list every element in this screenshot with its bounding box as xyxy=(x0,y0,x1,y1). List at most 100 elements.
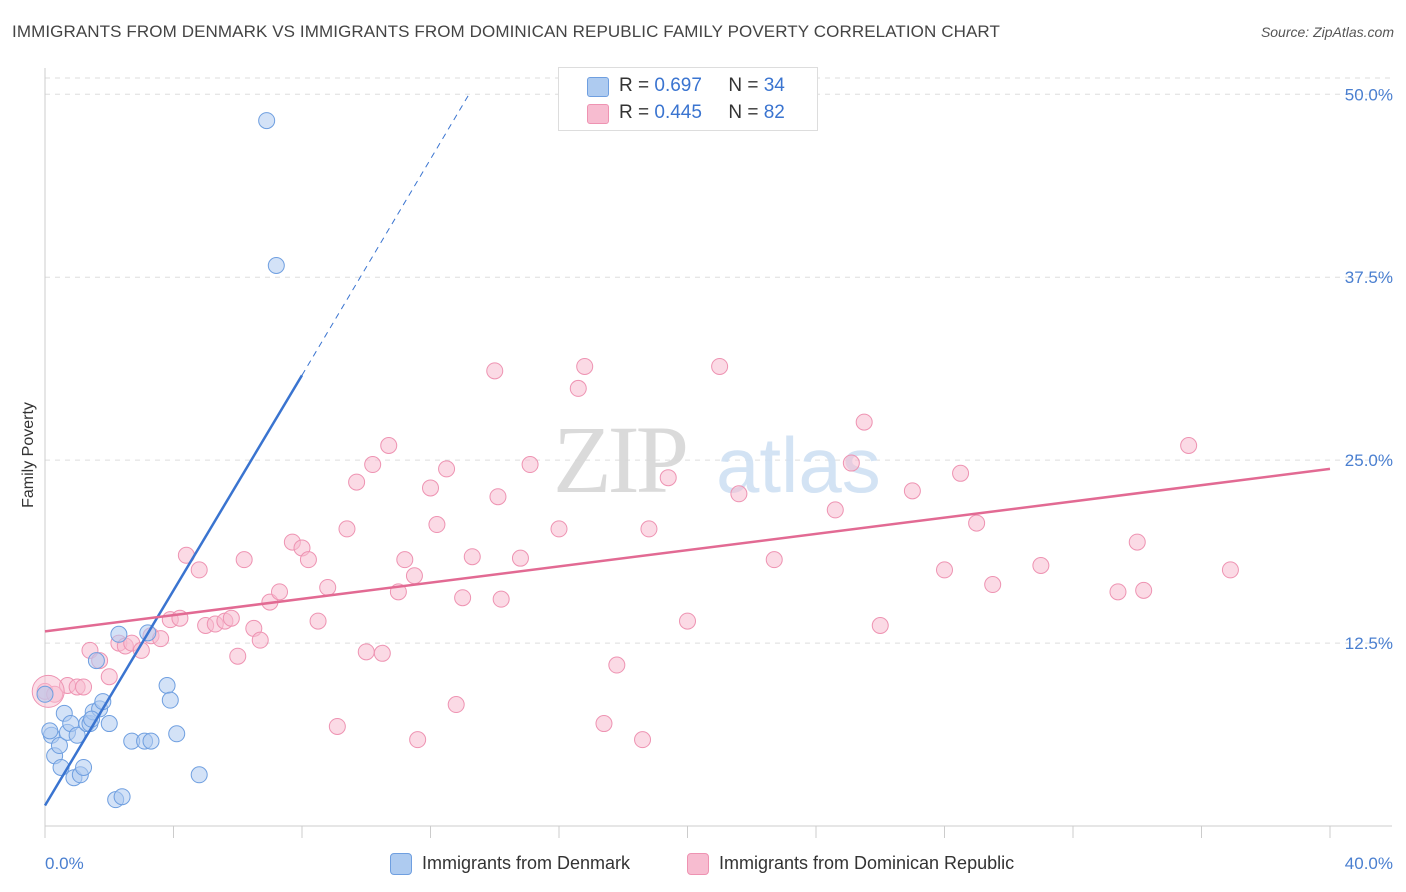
dominican-point xyxy=(984,576,1002,594)
denmark-point xyxy=(68,726,86,744)
dominican-point xyxy=(364,456,382,474)
denmark-point xyxy=(41,722,59,740)
legend-r-label: R = xyxy=(619,75,650,96)
dominican-point xyxy=(855,413,873,431)
dominican-point xyxy=(1221,561,1239,579)
dominican-point xyxy=(711,357,729,375)
dominican-point xyxy=(380,437,398,454)
y-tick-label: 37.5% xyxy=(1345,268,1393,287)
dominican-point xyxy=(229,647,247,665)
y-axis-label: Family Poverty xyxy=(20,402,37,508)
denmark-point xyxy=(142,732,160,750)
dominican-point xyxy=(190,561,208,579)
denmark-point xyxy=(113,788,131,806)
denmark-point xyxy=(258,112,276,130)
dominican-point xyxy=(454,589,472,607)
denmark-trendline-extension xyxy=(301,94,470,376)
y-tick-label: 50.0% xyxy=(1345,85,1393,104)
bottom-legend-label-dominican: Immigrants from Dominican Republic xyxy=(719,853,1015,873)
legend-n-value: 82 xyxy=(763,102,785,123)
dominican-point xyxy=(428,516,446,534)
dominican-point xyxy=(765,551,783,569)
dominican-point xyxy=(679,612,696,630)
dominican-point xyxy=(1180,437,1198,454)
denmark-trendline xyxy=(43,374,304,807)
dominican-point xyxy=(438,460,456,478)
bottom-legend-swatch-dominican xyxy=(687,853,709,875)
denmark-points xyxy=(36,112,285,809)
dominican-point xyxy=(235,551,253,569)
denmark-point xyxy=(158,677,176,695)
dominican-point xyxy=(1128,533,1146,551)
dominican-point xyxy=(422,479,439,497)
dominican-point xyxy=(569,379,587,397)
dominican-point xyxy=(309,612,327,630)
dominican-points xyxy=(31,357,1239,749)
dominican-point xyxy=(396,551,414,569)
dominican-point xyxy=(222,609,240,627)
denmark-point xyxy=(161,691,179,709)
denmark-point xyxy=(267,256,285,274)
dominican-point xyxy=(251,631,269,649)
dominican-point xyxy=(75,678,93,696)
tick-labels: 12.5% 25.0% 37.5% 50.0% 0.0% 40.0% xyxy=(45,85,1393,873)
dominican-point xyxy=(511,549,529,567)
dominican-point xyxy=(521,456,539,474)
dominican-point xyxy=(1135,581,1153,599)
legend-n-value: 34 xyxy=(763,75,785,96)
y-tick-label: 12.5% xyxy=(1345,634,1393,653)
y-tick-label: 25.0% xyxy=(1345,451,1393,470)
legend-n-label: N = xyxy=(728,75,759,96)
dominican-point xyxy=(640,520,658,538)
denmark-point xyxy=(75,758,93,776)
dominican-point xyxy=(576,357,594,375)
dominican-point xyxy=(968,514,986,532)
dominican-point xyxy=(659,469,677,487)
dominican-point xyxy=(299,551,317,569)
trend-lines xyxy=(43,94,1331,807)
legend-swatch-dominican xyxy=(587,104,609,124)
dominican-point xyxy=(730,485,748,503)
source-credit: Source: ZipAtlas.com xyxy=(1260,24,1394,40)
correlation-legend: R = 0.697 N = 34 R = 0.445 N = 82 xyxy=(558,67,818,131)
dominican-point xyxy=(936,561,953,579)
denmark-point xyxy=(110,625,128,643)
legend-swatch-denmark xyxy=(587,77,609,97)
x-tick-label-min: 0.0% xyxy=(45,854,84,873)
dominican-point xyxy=(903,482,921,500)
chart-title: IMMIGRANTS FROM DENMARK VS IMMIGRANTS FR… xyxy=(12,22,1000,41)
denmark-point xyxy=(36,685,54,703)
dominican-point xyxy=(826,501,844,519)
dominican-point xyxy=(595,715,613,733)
dominican-trendline xyxy=(44,467,1331,633)
dominican-point xyxy=(409,731,427,749)
dominican-point xyxy=(271,583,289,601)
legend-r-value: 0.445 xyxy=(654,102,702,123)
dominican-point xyxy=(871,617,889,635)
denmark-point xyxy=(100,715,118,733)
dominican-point xyxy=(489,488,507,506)
denmark-point xyxy=(190,766,208,784)
dominican-point xyxy=(634,731,652,749)
legend-r-label: R = xyxy=(619,102,650,123)
dominican-point xyxy=(486,362,504,380)
dominican-point xyxy=(550,520,568,538)
dominican-point xyxy=(338,520,356,538)
denmark-point xyxy=(87,652,105,670)
dominican-point xyxy=(373,644,391,662)
watermark-zip: ZIP xyxy=(553,406,686,513)
dominican-point xyxy=(405,567,423,585)
dominican-point xyxy=(100,668,118,686)
dominican-point xyxy=(319,578,337,596)
watermark: ZIP atlas xyxy=(553,406,881,513)
dominican-point xyxy=(463,548,481,566)
dominican-point xyxy=(328,717,346,735)
denmark-point xyxy=(50,737,68,755)
dominican-point xyxy=(842,454,860,472)
dominican-point xyxy=(608,656,626,674)
bottom-legend-label-denmark: Immigrants from Denmark xyxy=(422,853,631,873)
dominican-point xyxy=(492,590,510,608)
dominican-point xyxy=(952,464,970,482)
dominican-point xyxy=(357,643,375,661)
